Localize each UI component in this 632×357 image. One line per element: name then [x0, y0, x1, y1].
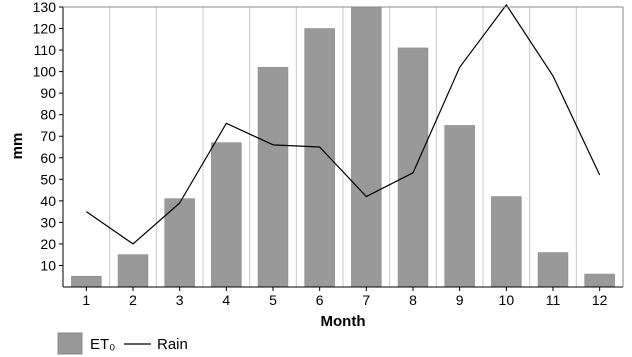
x-tick-label: 3: [176, 292, 184, 308]
line-rain: [85, 4, 601, 245]
x-tick-label: 12: [592, 292, 608, 308]
y-tick-label: 30: [40, 214, 56, 230]
y-tick-label: 10: [40, 257, 56, 273]
legend-swatch-et0: [57, 332, 83, 355]
bar-series: [71, 6, 615, 288]
bar-et0-month-4: [211, 142, 242, 288]
y-tick-label: 40: [40, 193, 56, 209]
x-tick-label: 10: [499, 292, 515, 308]
y-tick-label: 50: [40, 171, 56, 187]
y-axis-title: mm: [9, 133, 26, 160]
y-tick-label: 120: [33, 21, 57, 37]
bar-et0-month-12: [584, 273, 615, 288]
x-tick-label: 11: [546, 292, 561, 308]
line-series: [85, 4, 601, 245]
y-tick-label: 110: [34, 42, 57, 58]
y-tick-label: 130: [33, 0, 57, 15]
y-axis-ticks: 10 20 30 40 50 60 70 80 90 100 110 120 130: [33, 0, 63, 273]
x-axis-ticks: 1 2 3 4 5 6 7 8 9 10 11 12: [82, 287, 608, 308]
legend-label-rain: Rain: [157, 336, 188, 353]
y-tick-label: 90: [40, 85, 56, 101]
legend: ET₀ Rain: [57, 332, 188, 355]
x-tick-label: 9: [456, 292, 464, 308]
bar-et0-month-7: [351, 6, 382, 288]
bar-et0-month-3: [164, 198, 195, 288]
grid-lines: [109, 7, 577, 287]
y-tick-label: 100: [33, 64, 57, 80]
x-tick-label: 2: [129, 292, 137, 308]
bar-et0-month-2: [117, 254, 149, 288]
x-tick-label: 4: [222, 292, 230, 308]
bar-et0-month-10: [491, 196, 522, 288]
legend-label-et0: ET₀: [90, 336, 115, 353]
x-axis-title: Month: [321, 313, 366, 330]
bar-et0-month-11: [537, 252, 569, 288]
axes: [62, 6, 624, 288]
y-tick-label: 80: [40, 107, 56, 123]
x-tick-label: 1: [82, 292, 90, 308]
y-tick-label: 20: [40, 236, 56, 252]
x-tick-label: 8: [409, 292, 417, 308]
y-tick-label: 60: [40, 150, 56, 166]
x-tick-label: 7: [362, 292, 370, 308]
bar-et0-month-9: [444, 125, 475, 288]
y-tick-label: 70: [40, 128, 56, 144]
bar-et0-month-5: [257, 67, 289, 288]
bar-et0-month-1: [71, 275, 102, 288]
bar-et0-month-8: [397, 47, 429, 288]
x-tick-label: 5: [269, 292, 277, 308]
x-tick-label: 6: [316, 292, 324, 308]
